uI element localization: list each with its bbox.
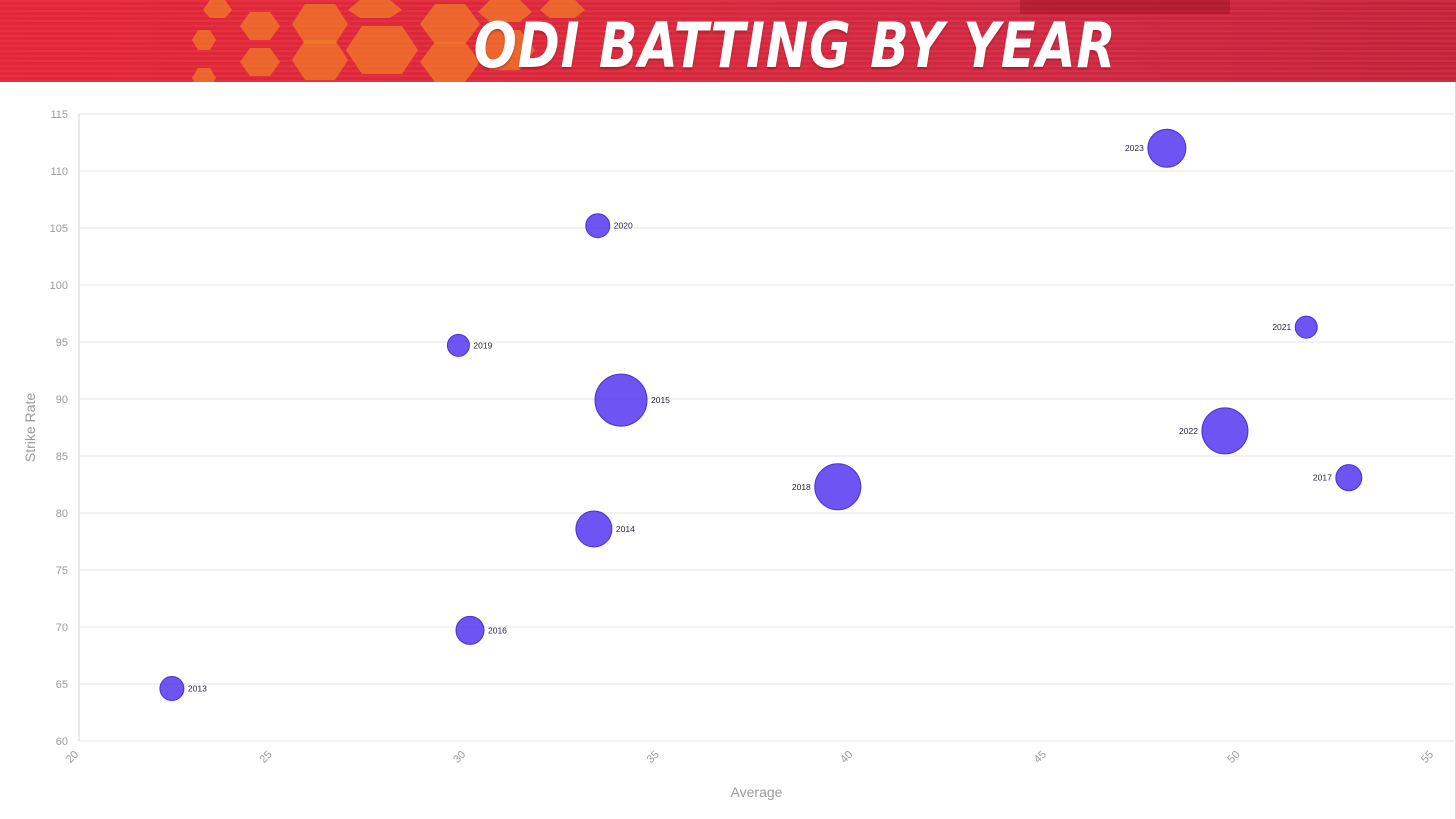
hexagon-pattern-decoration (192, 0, 585, 82)
y-axis-ticks: 60 65 70 75 80 85 90 95 100 105 110 115 (50, 109, 68, 748)
bubble-2013 (159, 676, 185, 702)
bubble-2015 (594, 373, 648, 427)
x-axis-ticks: 20 25 30 35 40 45 50 55 (64, 749, 1436, 766)
bubble-label-2017: 2017 (1313, 473, 1332, 483)
bubble-label-2019: 2019 (473, 340, 492, 350)
y-axis-title: Strike Rate (22, 393, 38, 462)
page-title: ODI Batting by Year (473, 9, 1117, 82)
banner-decoration-block (1020, 0, 1230, 14)
bubble-2016 (455, 615, 485, 645)
y-tick-label-80: 80 (56, 508, 68, 520)
bubble-label-2023: 2023 (1125, 143, 1144, 153)
y-tick-label-90: 90 (56, 394, 68, 406)
bubbles (159, 128, 1363, 702)
x-tick-label-20: 20 (64, 749, 81, 766)
bubble-2019 (446, 333, 470, 357)
bubble-label-2016: 2016 (488, 625, 507, 635)
x-tick-label-30: 30 (451, 749, 468, 766)
bubble-label-2022: 2022 (1179, 426, 1198, 436)
y-tick-label-110: 110 (50, 166, 68, 178)
y-tick-label-115: 115 (50, 109, 68, 121)
bubble-label-2013: 2013 (188, 684, 207, 694)
bubble-2021 (1294, 315, 1318, 339)
bubble-2023 (1147, 128, 1187, 168)
title-banner: ODI Batting by Year (0, 0, 1456, 82)
x-tick-label-50: 50 (1225, 749, 1242, 766)
y-tick-label-100: 100 (50, 280, 68, 292)
bubble-2017 (1335, 464, 1363, 492)
bubble-2022 (1201, 407, 1249, 455)
bubble-2014 (575, 510, 613, 548)
y-tick-label-105: 105 (50, 223, 68, 235)
banner-texture (0, 0, 1456, 82)
y-tick-label-85: 85 (56, 451, 68, 463)
bubble-label-2014: 2014 (616, 524, 635, 534)
y-tick-label-95: 95 (56, 337, 68, 349)
bubble-label-2021: 2021 (1272, 322, 1291, 332)
x-tick-label-40: 40 (838, 749, 855, 766)
y-tick-label-60: 60 (56, 736, 68, 748)
x-axis-title: Average (731, 784, 783, 800)
bubble-label-2015: 2015 (651, 395, 670, 405)
x-tick-label-55: 55 (1419, 749, 1436, 766)
y-tick-label-70: 70 (56, 622, 68, 634)
bubble-label-2020: 2020 (614, 221, 633, 231)
y-tick-label-65: 65 (56, 679, 68, 691)
bubble-label-2018: 2018 (792, 482, 811, 492)
bubble-2018 (814, 463, 862, 511)
x-tick-label-35: 35 (645, 749, 662, 766)
x-tick-label-45: 45 (1032, 749, 1049, 766)
bubble-labels: 2013 2014 2015 2016 2017 2018 2019 2020 2021 2022… (188, 143, 1332, 693)
grid-lines (79, 113, 1454, 742)
y-tick-label-75: 75 (56, 565, 68, 577)
x-tick-label-25: 25 (258, 749, 275, 766)
bubble-2020 (585, 213, 611, 239)
